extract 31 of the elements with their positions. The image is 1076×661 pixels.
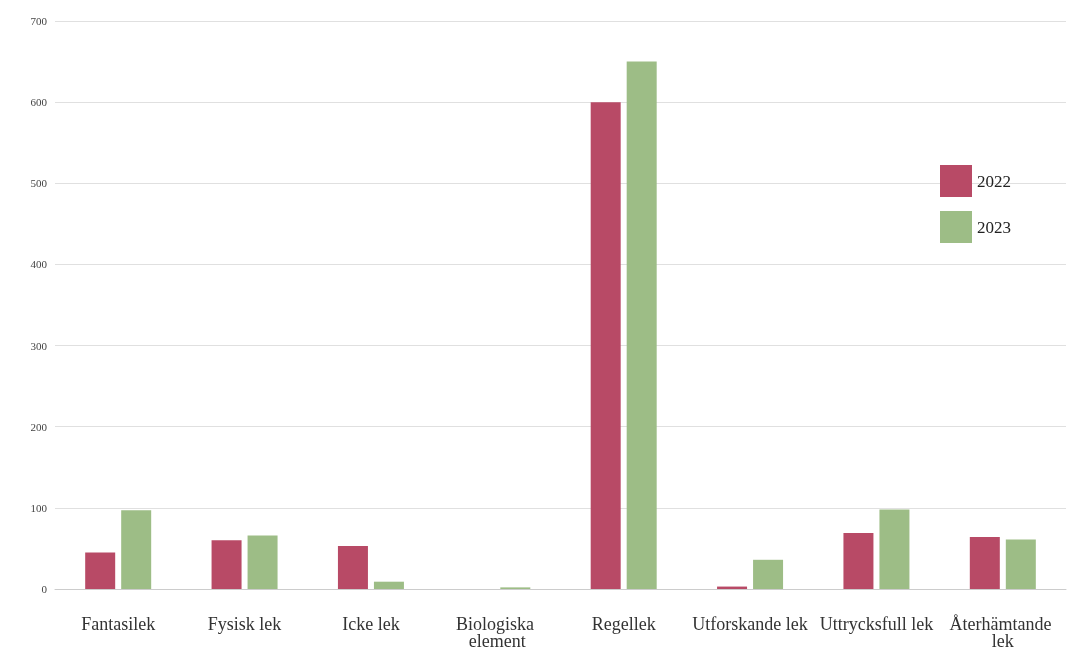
bar (590, 102, 621, 589)
y-tick-label: 700 (30, 15, 48, 27)
x-tick-label: Fantasilek (81, 613, 156, 634)
bar (211, 540, 242, 589)
x-tick-label: Utforskande lek (692, 613, 808, 634)
y-tick-label: 200 (30, 420, 48, 433)
bar (247, 535, 278, 589)
bar (1005, 539, 1036, 589)
legend-label: 2022 (977, 171, 1011, 191)
y-tick-label: 500 (30, 177, 48, 190)
x-tick-label: Fysisk lek (207, 613, 282, 634)
bar (843, 533, 874, 589)
bar (373, 581, 404, 589)
bar (969, 537, 1000, 589)
bar (85, 552, 116, 589)
x-tick-label: Icke lek (342, 613, 400, 634)
y-tick-label: 0 (41, 583, 48, 595)
bar (879, 509, 910, 589)
bar (753, 559, 784, 589)
x-tick-label: Återhämtande lek (949, 613, 1057, 651)
y-tick-label: 600 (30, 96, 48, 109)
y-tick-label: 300 (30, 339, 48, 352)
x-tick-label: Uttrycksfull lek (819, 613, 934, 634)
bar (626, 61, 657, 589)
y-tick-label: 100 (30, 501, 48, 514)
legend-label: 2023 (977, 217, 1011, 237)
bar (121, 510, 152, 589)
y-tick-label: 400 (30, 258, 48, 271)
bar (337, 545, 368, 589)
x-tick-label: Biologiska element (456, 613, 539, 651)
x-tick-label: Regellek (591, 613, 656, 634)
